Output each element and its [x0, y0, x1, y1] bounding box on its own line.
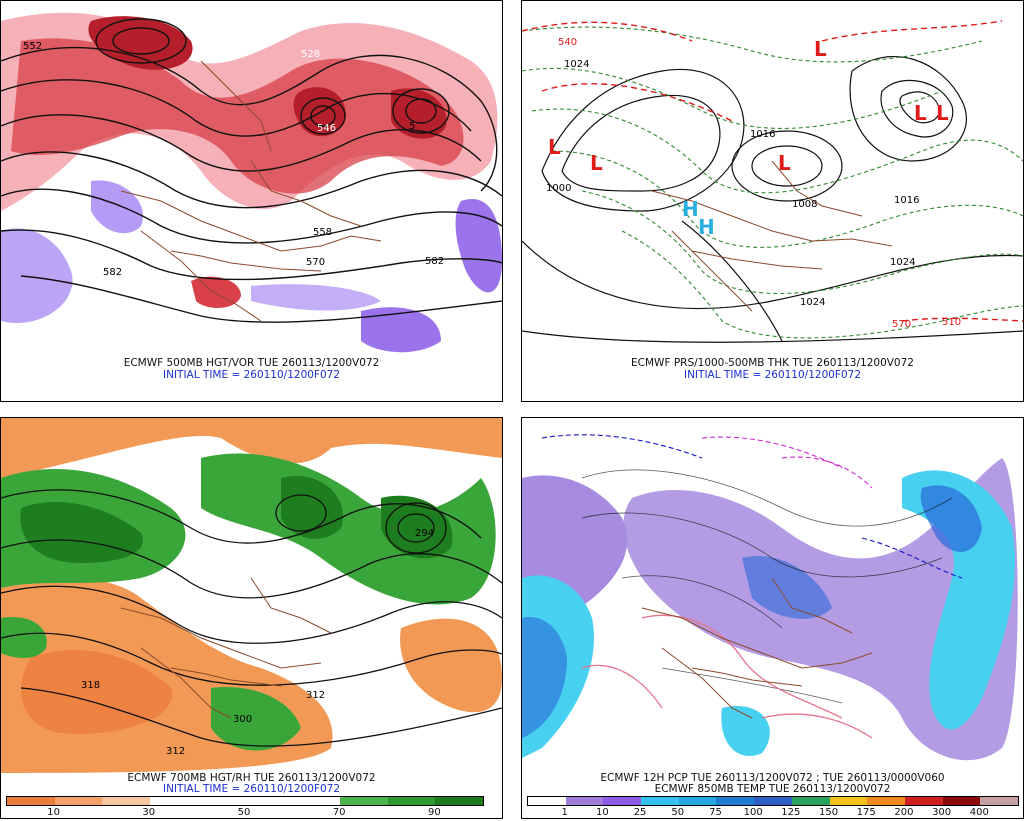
colorbar-swatch [435, 797, 483, 805]
colorbar-label: 75 [709, 807, 722, 818]
high-pressure-mark: H [682, 197, 699, 221]
low-pressure-mark: L [914, 101, 927, 125]
low-pressure-mark: L [814, 37, 827, 61]
high-pressure-mark: H [698, 215, 715, 239]
panel-caption: ECMWF 12H PCP TUE 260113/1200V072 ; TUE … [600, 772, 945, 784]
colorbar-label: 175 [856, 807, 876, 818]
colorbar-label: 25 [633, 807, 647, 818]
panel-12h-precip: ECMWF 12H PCP TUE 260113/1200V072 ; TUE … [521, 417, 1024, 819]
map-700mb: 318 300 312 312 294 [1, 418, 502, 773]
colorbar-swatch [867, 797, 905, 805]
panel-initial-time: INITIAL TIME = 260110/1200F072 [162, 783, 341, 795]
contour-label: 570 [306, 257, 326, 268]
panel-500mb-hgt-vor: 552 528 546 5 558 582 582 570 ECMWF 500M… [0, 0, 503, 402]
contour-label: 546 [317, 123, 337, 134]
colorbar-label: 400 [969, 807, 989, 818]
low-pressure-mark: L [590, 151, 603, 175]
low-pressure-mark: L [548, 135, 561, 159]
colorbar-swatch [641, 797, 679, 805]
contour-label: 1024 [890, 257, 916, 268]
colorbar-swatch [942, 797, 981, 805]
colorbar-label: 1 [561, 807, 568, 818]
map-500mb-canvas [1, 1, 502, 356]
colorbar-swatch [340, 797, 388, 805]
contour-label: 1000 [546, 183, 572, 194]
contour-label: 1016 [894, 195, 920, 206]
rh-colorbar-labels: 10 30 50 70 90 [6, 807, 482, 821]
panel-initial-time: INITIAL TIME = 260110/1200F072 [683, 369, 862, 381]
contour-label: 558 [313, 227, 333, 238]
precip-colorbar [527, 796, 1019, 806]
colorbar-swatch [528, 797, 566, 805]
contour-label: 318 [81, 680, 101, 691]
colorbar-swatch [980, 797, 1018, 805]
colorbar-label: 150 [818, 807, 839, 818]
colorbar-swatch [565, 797, 604, 805]
map-500mb: 552 528 546 5 558 582 582 570 [1, 1, 502, 356]
panel-700mb-hgt-rh: 318 300 312 312 294 ECMWF 700MB HGT/RH T… [0, 417, 503, 819]
panel-caption: ECMWF PRS/1000-500MB THK TUE 260113/1200… [631, 357, 914, 369]
colorbar-swatch [603, 797, 642, 805]
colorbar-label: 10 [47, 807, 60, 818]
contour-label: 582 [103, 267, 123, 278]
colorbar-label: 50 [671, 807, 685, 818]
colorbar-swatch [197, 797, 245, 805]
panel-caption: ECMWF 500MB HGT/VOR TUE 260113/1200V072 [123, 357, 380, 369]
contour-label: 510 [942, 317, 962, 328]
colorbar-swatch [54, 797, 103, 805]
contour-label: 1024 [800, 297, 826, 308]
contour-label: 312 [166, 746, 186, 757]
contour-label: 300 [233, 714, 253, 725]
colorbar-swatch [292, 797, 341, 805]
colorbar-label: 125 [781, 807, 801, 818]
contour-label: 312 [306, 690, 326, 701]
colorbar-label: 30 [142, 807, 156, 818]
colorbar-swatch [829, 797, 868, 805]
contour-label: 528 [301, 49, 321, 60]
map-700mb-canvas [1, 418, 502, 773]
panel-caption: ECMWF 700MB HGT/RH TUE 260113/1200V072 [127, 772, 376, 784]
colorbar-swatch [244, 797, 293, 805]
contour-label: 1016 [750, 129, 776, 140]
colorbar-swatch [754, 797, 792, 805]
contour-label: 1008 [792, 199, 818, 210]
map-prs-canvas [522, 1, 1023, 356]
colorbar-swatch [678, 797, 717, 805]
colorbar-swatch [102, 797, 150, 805]
colorbar-swatch [904, 797, 943, 805]
contour-label: 582 [425, 256, 445, 267]
map-precip-canvas [522, 418, 1023, 773]
colorbar-swatch [7, 797, 55, 805]
contour-label: 570 [892, 319, 912, 330]
contour-label: 5 [409, 121, 416, 132]
low-pressure-mark: L [936, 101, 949, 125]
contour-label: 552 [23, 41, 43, 52]
panel-initial-time: INITIAL TIME = 260110/1200F072 [162, 369, 341, 381]
colorbar-label: 300 [932, 807, 952, 818]
colorbar-label: 50 [237, 807, 251, 818]
precip-colorbar-labels: 1 10 25 50 75 100 125 150 175 200 300 400 [527, 807, 1017, 821]
colorbar-swatch [716, 797, 755, 805]
contour-label: 294 [415, 528, 435, 539]
colorbar-label: 100 [743, 807, 763, 818]
contour-label: 1024 [564, 59, 590, 70]
map-prs-thickness: L L L L L L H H 1024 1000 1016 1024 1024… [522, 1, 1023, 356]
low-pressure-mark: L [778, 151, 791, 175]
colorbar-swatch [149, 797, 198, 805]
map-precip [522, 418, 1023, 773]
panel-prs-thickness: L L L L L L H H 1024 1000 1016 1024 1024… [521, 0, 1024, 402]
colorbar-swatch [387, 797, 436, 805]
colorbar-label: 70 [332, 807, 346, 818]
panel-subcaption: ECMWF 850MB TEMP TUE 260113/1200V072 [654, 783, 891, 795]
colorbar-label: 10 [596, 807, 609, 818]
colorbar-label: 200 [894, 807, 914, 818]
colorbar-swatch [791, 797, 830, 805]
rh-colorbar [6, 796, 484, 806]
colorbar-label: 90 [428, 807, 441, 818]
contour-label: 540 [558, 37, 578, 48]
